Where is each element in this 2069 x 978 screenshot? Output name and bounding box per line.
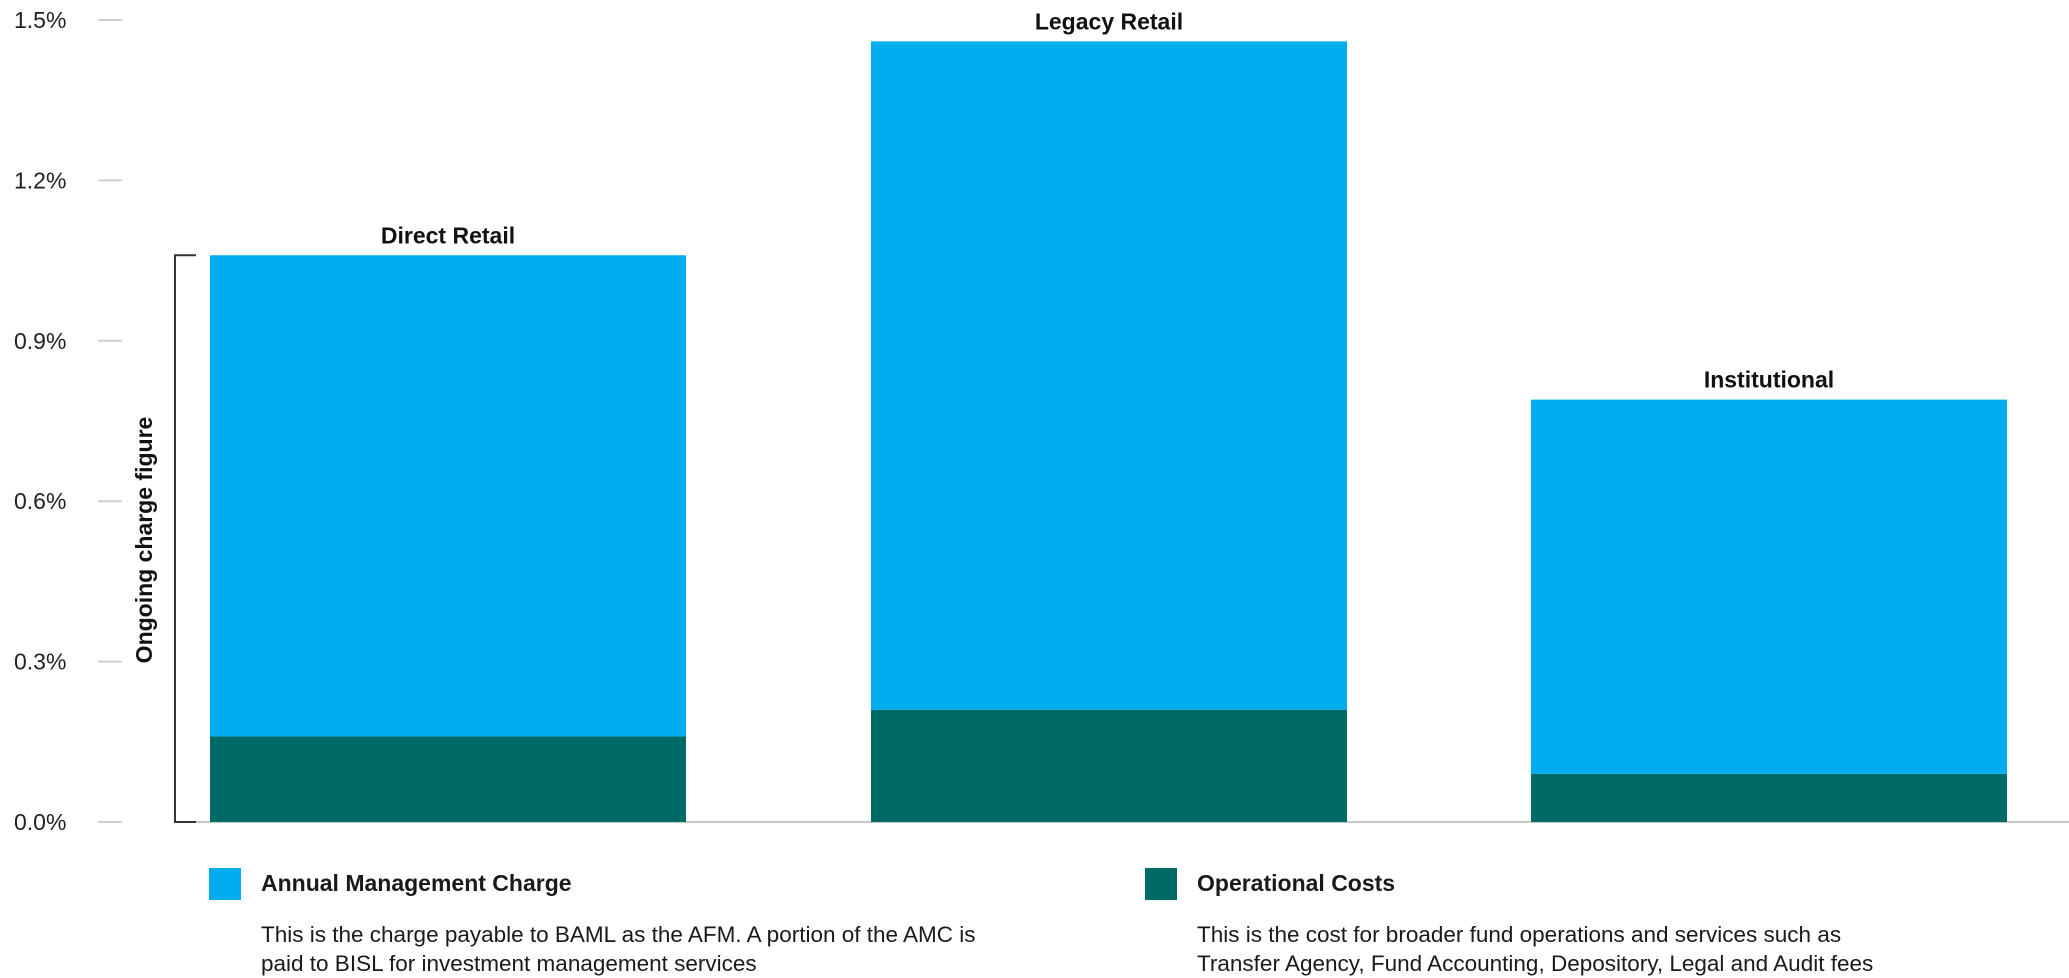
legend-description-line: Transfer Agency, Fund Accounting, Deposi… <box>1197 951 1874 976</box>
bars: Direct Retail Legacy Retail Institutional <box>210 8 2007 822</box>
y-tick-label: 0.6% <box>14 488 66 514</box>
y-axis-label: Ongoing charge figure <box>131 417 157 664</box>
legend-description-line: This is the charge payable to BAML as th… <box>261 922 976 947</box>
y-tick-label: 1.2% <box>14 167 66 193</box>
legend-title-amc: Annual Management Charge <box>261 870 572 896</box>
category-label: Legacy Retail <box>1035 8 1183 34</box>
y-tick-label: 0.9% <box>14 328 66 354</box>
legend-swatch-amc <box>209 868 241 900</box>
ongoing-charge-bracket <box>174 254 196 823</box>
category-label: Institutional <box>1704 367 1834 393</box>
bar-annual-management-charge <box>210 255 686 737</box>
y-tick-label: 0.3% <box>14 649 66 675</box>
y-axis: 0.0% 0.3% 0.6% 0.9% 1.2% 1.5% <box>14 7 122 835</box>
legend-description-amc: This is the charge payable to BAML as th… <box>261 920 1081 978</box>
bar-operational-costs <box>1531 773 2007 822</box>
ocf-bar-chart: 0.0% 0.3% 0.6% 0.9% 1.2% 1.5% Ongoing charge … <box>14 7 2069 835</box>
bracket-line <box>174 254 196 823</box>
bar-annual-management-charge <box>1531 399 2007 774</box>
legend-title-operational-costs: Operational Costs <box>1197 870 1396 896</box>
legend-description-line: paid to BISL for investment management s… <box>261 951 757 976</box>
y-tick-label: 1.5% <box>14 7 66 33</box>
legend-swatch-operational-costs <box>1145 868 1177 900</box>
y-tick-label: 0.0% <box>14 809 66 835</box>
category-label: Direct Retail <box>381 222 515 248</box>
legend-description-operational-costs: This is the cost for broader fund operat… <box>1197 920 2017 978</box>
bar-operational-costs <box>871 709 1347 822</box>
legend-description-line: This is the cost for broader fund operat… <box>1197 922 1842 947</box>
bar-annual-management-charge <box>871 41 1347 710</box>
bar-operational-costs <box>210 736 686 822</box>
